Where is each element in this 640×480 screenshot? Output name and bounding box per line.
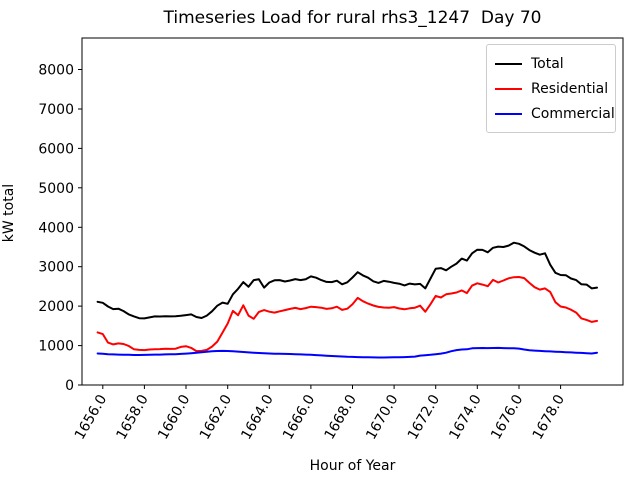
x-axis-label: Hour of Year	[309, 458, 396, 474]
chart-title: Timeseries Load for rural rhs3_1247 Day …	[163, 8, 542, 28]
legend-label-commercial: Commercial	[531, 105, 615, 122]
legend-label-total: Total	[531, 55, 564, 72]
y-tick-label: 0	[65, 378, 74, 394]
legend-entry-commercial: Commercial	[495, 101, 615, 126]
x-tick-label: 1660.0	[155, 392, 193, 442]
legend: Total Residential Commercial	[486, 44, 616, 133]
x-tick-label: 1668.0	[322, 392, 360, 442]
y-tick-label: 2000	[38, 299, 74, 315]
y-tick-label: 1000	[38, 339, 74, 355]
x-tick-label: 1672.0	[405, 392, 443, 442]
series-line-commercial	[96, 346, 598, 359]
y-tick-label: 8000	[38, 63, 74, 79]
series-line-residential	[96, 276, 598, 353]
y-tick-label: 5000	[38, 181, 74, 197]
legend-line-residential-icon	[495, 87, 522, 90]
legend-line-commercial-icon	[495, 112, 522, 115]
y-tick-label: 3000	[38, 260, 74, 276]
y-tick-label: 7000	[38, 102, 74, 118]
x-tick-label: 1676.0	[488, 392, 526, 442]
x-tick-label: 1666.0	[280, 392, 318, 442]
y-tick-label: 4000	[38, 220, 74, 236]
axes-frame	[81, 37, 624, 386]
series-line-total	[96, 241, 598, 320]
x-tick-label: 1662.0	[197, 392, 235, 442]
x-tick-label: 1674.0	[446, 392, 484, 442]
y-axis-label: kW total	[1, 183, 17, 243]
legend-entry-total: Total	[495, 51, 609, 76]
x-tick-label: 1658.0	[114, 392, 152, 442]
legend-line-total-icon	[495, 62, 522, 65]
legend-entry-residential: Residential	[495, 76, 609, 101]
legend-label-residential: Residential	[531, 80, 609, 97]
x-tick-label: 1678.0	[530, 392, 568, 442]
x-tick-label: 1656.0	[72, 392, 110, 442]
x-tick-label: 1670.0	[363, 392, 401, 442]
x-tick-label: 1664.0	[238, 392, 276, 442]
y-tick-label: 6000	[38, 141, 74, 157]
